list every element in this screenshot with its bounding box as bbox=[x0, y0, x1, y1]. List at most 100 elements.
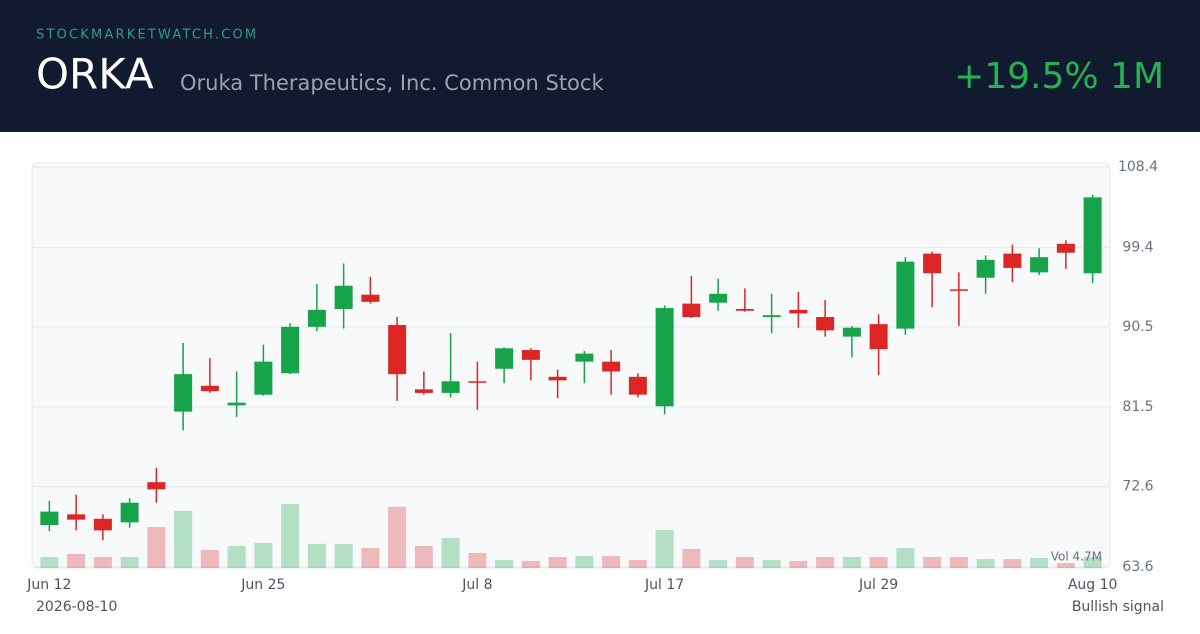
volume-bar bbox=[441, 537, 460, 568]
candle-body bbox=[1030, 257, 1049, 273]
x-tick-label: Jul 29 bbox=[858, 577, 898, 593]
candle-body bbox=[120, 502, 139, 523]
x-tick-label: Aug 10 bbox=[1068, 577, 1118, 593]
volume-bar bbox=[174, 510, 193, 568]
volume-bar bbox=[1003, 559, 1022, 568]
volume-bar bbox=[67, 553, 86, 568]
volume-bar bbox=[602, 556, 621, 568]
company-name: Oruka Therapeutics, Inc. Common Stock bbox=[180, 71, 604, 95]
volume-bar bbox=[200, 549, 219, 568]
candle-body bbox=[976, 259, 995, 278]
x-tick-label: Jul 8 bbox=[461, 577, 492, 593]
candle-body bbox=[735, 308, 754, 311]
candle-body bbox=[709, 293, 728, 303]
candle-body bbox=[1056, 243, 1075, 253]
site-name: STOCKMARKETWATCH.COM bbox=[36, 28, 258, 43]
x-tick-label: Jun 12 bbox=[26, 577, 71, 593]
volume-bar bbox=[682, 549, 701, 568]
header-bg bbox=[0, 0, 1200, 132]
candle-body bbox=[682, 303, 701, 317]
volume-bar bbox=[147, 526, 166, 568]
x-tick-label: Jun 25 bbox=[240, 577, 285, 593]
volume-bar bbox=[1083, 556, 1102, 568]
volume-bar bbox=[361, 548, 380, 568]
volume-bar bbox=[521, 560, 540, 568]
volume-bar bbox=[40, 556, 59, 568]
candle-body bbox=[495, 348, 514, 369]
volume-bar bbox=[254, 542, 273, 568]
candle-body bbox=[575, 353, 594, 362]
volume-bar bbox=[468, 552, 487, 568]
volume-bar bbox=[1030, 557, 1049, 568]
candle-body bbox=[842, 327, 861, 337]
volume-bar bbox=[388, 506, 407, 568]
candle-body bbox=[602, 361, 621, 372]
volume-bar bbox=[762, 560, 781, 568]
candle-body bbox=[468, 381, 487, 383]
volume-bar bbox=[735, 556, 754, 568]
candle-body bbox=[1083, 197, 1102, 274]
volume-label: Vol 4.7M bbox=[1051, 550, 1102, 564]
change: +19.5% 1M bbox=[954, 56, 1164, 97]
signal: Bullish signal bbox=[1072, 599, 1164, 615]
volume-bar bbox=[709, 560, 728, 568]
volume-bar bbox=[923, 556, 942, 568]
candle-body bbox=[40, 511, 59, 526]
volume-bar bbox=[976, 559, 995, 568]
x-tick-label: Jul 17 bbox=[644, 577, 684, 593]
candle-body bbox=[147, 482, 166, 490]
candle-body bbox=[414, 389, 433, 393]
candle-body bbox=[548, 376, 567, 381]
volume-bar bbox=[120, 556, 139, 568]
volume-bar bbox=[816, 556, 835, 568]
candle-body bbox=[93, 518, 112, 531]
candle-body bbox=[816, 317, 835, 331]
volume-bar bbox=[548, 556, 567, 568]
volume-bar bbox=[789, 560, 808, 568]
candle-body bbox=[896, 261, 915, 329]
plot-bg bbox=[31, 162, 1111, 569]
candle-body bbox=[307, 309, 326, 327]
candle-body bbox=[762, 315, 781, 317]
candle-body bbox=[388, 325, 407, 375]
candle-body bbox=[441, 381, 460, 393]
candle-body bbox=[227, 402, 246, 406]
candle-body bbox=[254, 361, 273, 395]
volume-bar bbox=[1056, 563, 1075, 568]
y-tick-label: 90.5 bbox=[1122, 319, 1153, 335]
y-tick-label: 99.4 bbox=[1122, 239, 1153, 255]
volume-bar bbox=[896, 548, 915, 568]
candle-body bbox=[869, 324, 888, 350]
candle-body bbox=[628, 376, 647, 395]
candle-body bbox=[334, 285, 353, 309]
volume-bar bbox=[628, 560, 647, 568]
volume-bar bbox=[575, 556, 594, 568]
y-tick-label: 72.6 bbox=[1122, 479, 1153, 495]
date: 2026-08-10 bbox=[36, 599, 117, 615]
volume-bar bbox=[334, 543, 353, 568]
candle-body bbox=[655, 308, 674, 407]
candle-body bbox=[1003, 253, 1022, 268]
candle-body bbox=[174, 374, 193, 412]
y-tick-label: 63.6 bbox=[1122, 559, 1153, 575]
volume-bar bbox=[655, 530, 674, 568]
y-tick-label: 81.5 bbox=[1122, 399, 1153, 415]
volume-bar bbox=[307, 543, 326, 568]
volume-bar bbox=[93, 556, 112, 568]
volume-bar bbox=[227, 545, 246, 568]
candle-body bbox=[521, 350, 540, 360]
volume-bar bbox=[281, 504, 300, 568]
candle-body bbox=[67, 514, 86, 520]
volume-bar bbox=[414, 545, 433, 568]
candle-body bbox=[361, 294, 380, 302]
volume-bar bbox=[495, 560, 514, 568]
volume-bar bbox=[949, 556, 968, 568]
ticker: ORKA bbox=[36, 50, 154, 99]
candle-body bbox=[923, 253, 942, 274]
candle-body bbox=[949, 289, 968, 291]
volume-bar bbox=[842, 556, 861, 568]
y-tick-label: 108.4 bbox=[1118, 159, 1158, 175]
volume-bar bbox=[869, 556, 888, 568]
